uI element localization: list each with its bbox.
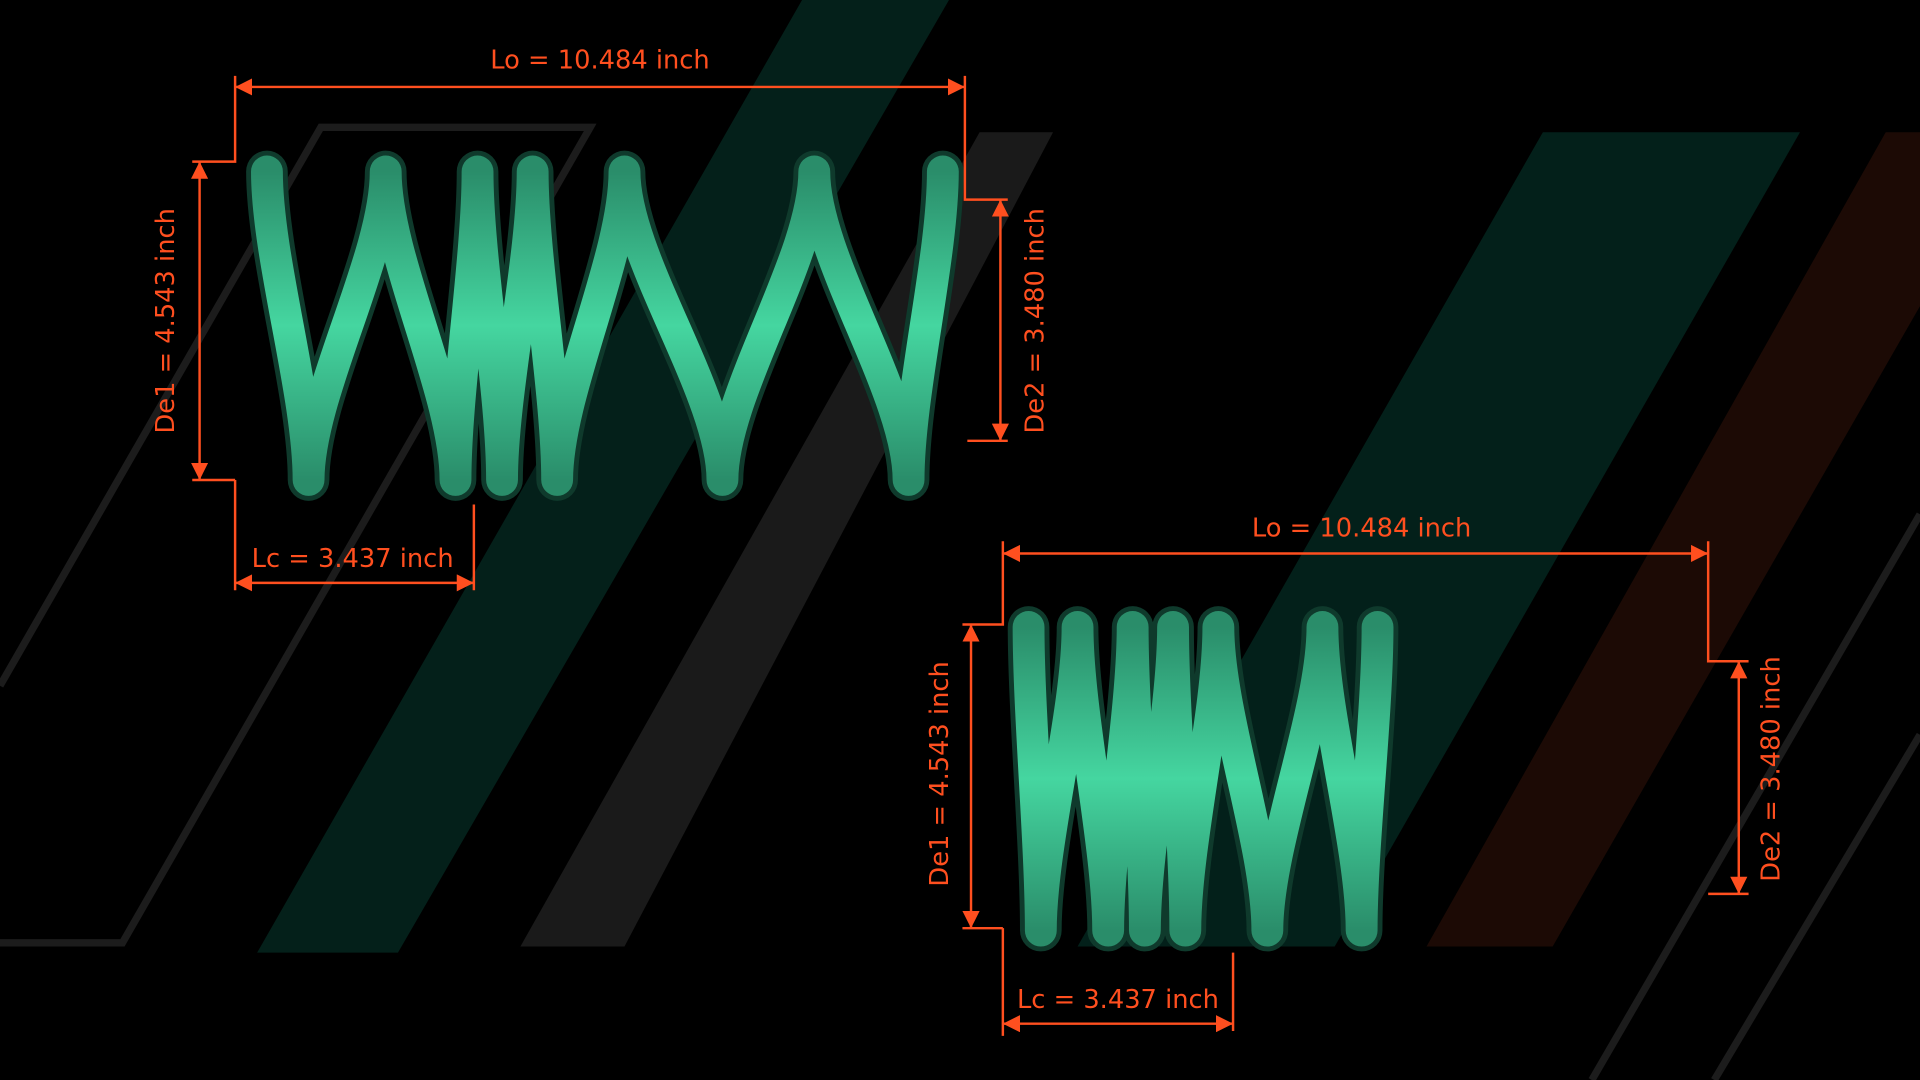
de2-label: De2 = 3.480 inch [1020,208,1050,433]
extension-lines [192,75,1008,591]
lc-label: Lc = 3.437 inch [252,544,454,574]
extension-lines [962,541,1749,1036]
de1-label: De1 = 4.543 inch [925,661,955,886]
stripe [257,0,949,953]
stripe-line [1588,512,1920,1080]
lc-label: Lc = 3.437 inch [1017,985,1219,1015]
spring-coil [251,155,959,496]
de1-label: De1 = 4.543 inch [151,208,181,433]
springs [246,150,1399,952]
stripe [1426,132,1920,947]
de2-label: De2 = 3.480 inch [1756,656,1786,881]
dimensions-2: Lo = 10.484 inch Lc = 3.437 inch De1 = 4… [925,513,1786,1036]
stripe-outline [0,123,597,947]
stripe [1077,132,1800,947]
lo-label: Lo = 10.484 inch [490,46,709,76]
dimensions-1: Lo = 10.484 inch Lc = 3.437 inch De1 = 4… [151,46,1050,592]
spring-coil [1012,611,1394,947]
lo-label: Lo = 10.484 inch [1252,513,1471,543]
